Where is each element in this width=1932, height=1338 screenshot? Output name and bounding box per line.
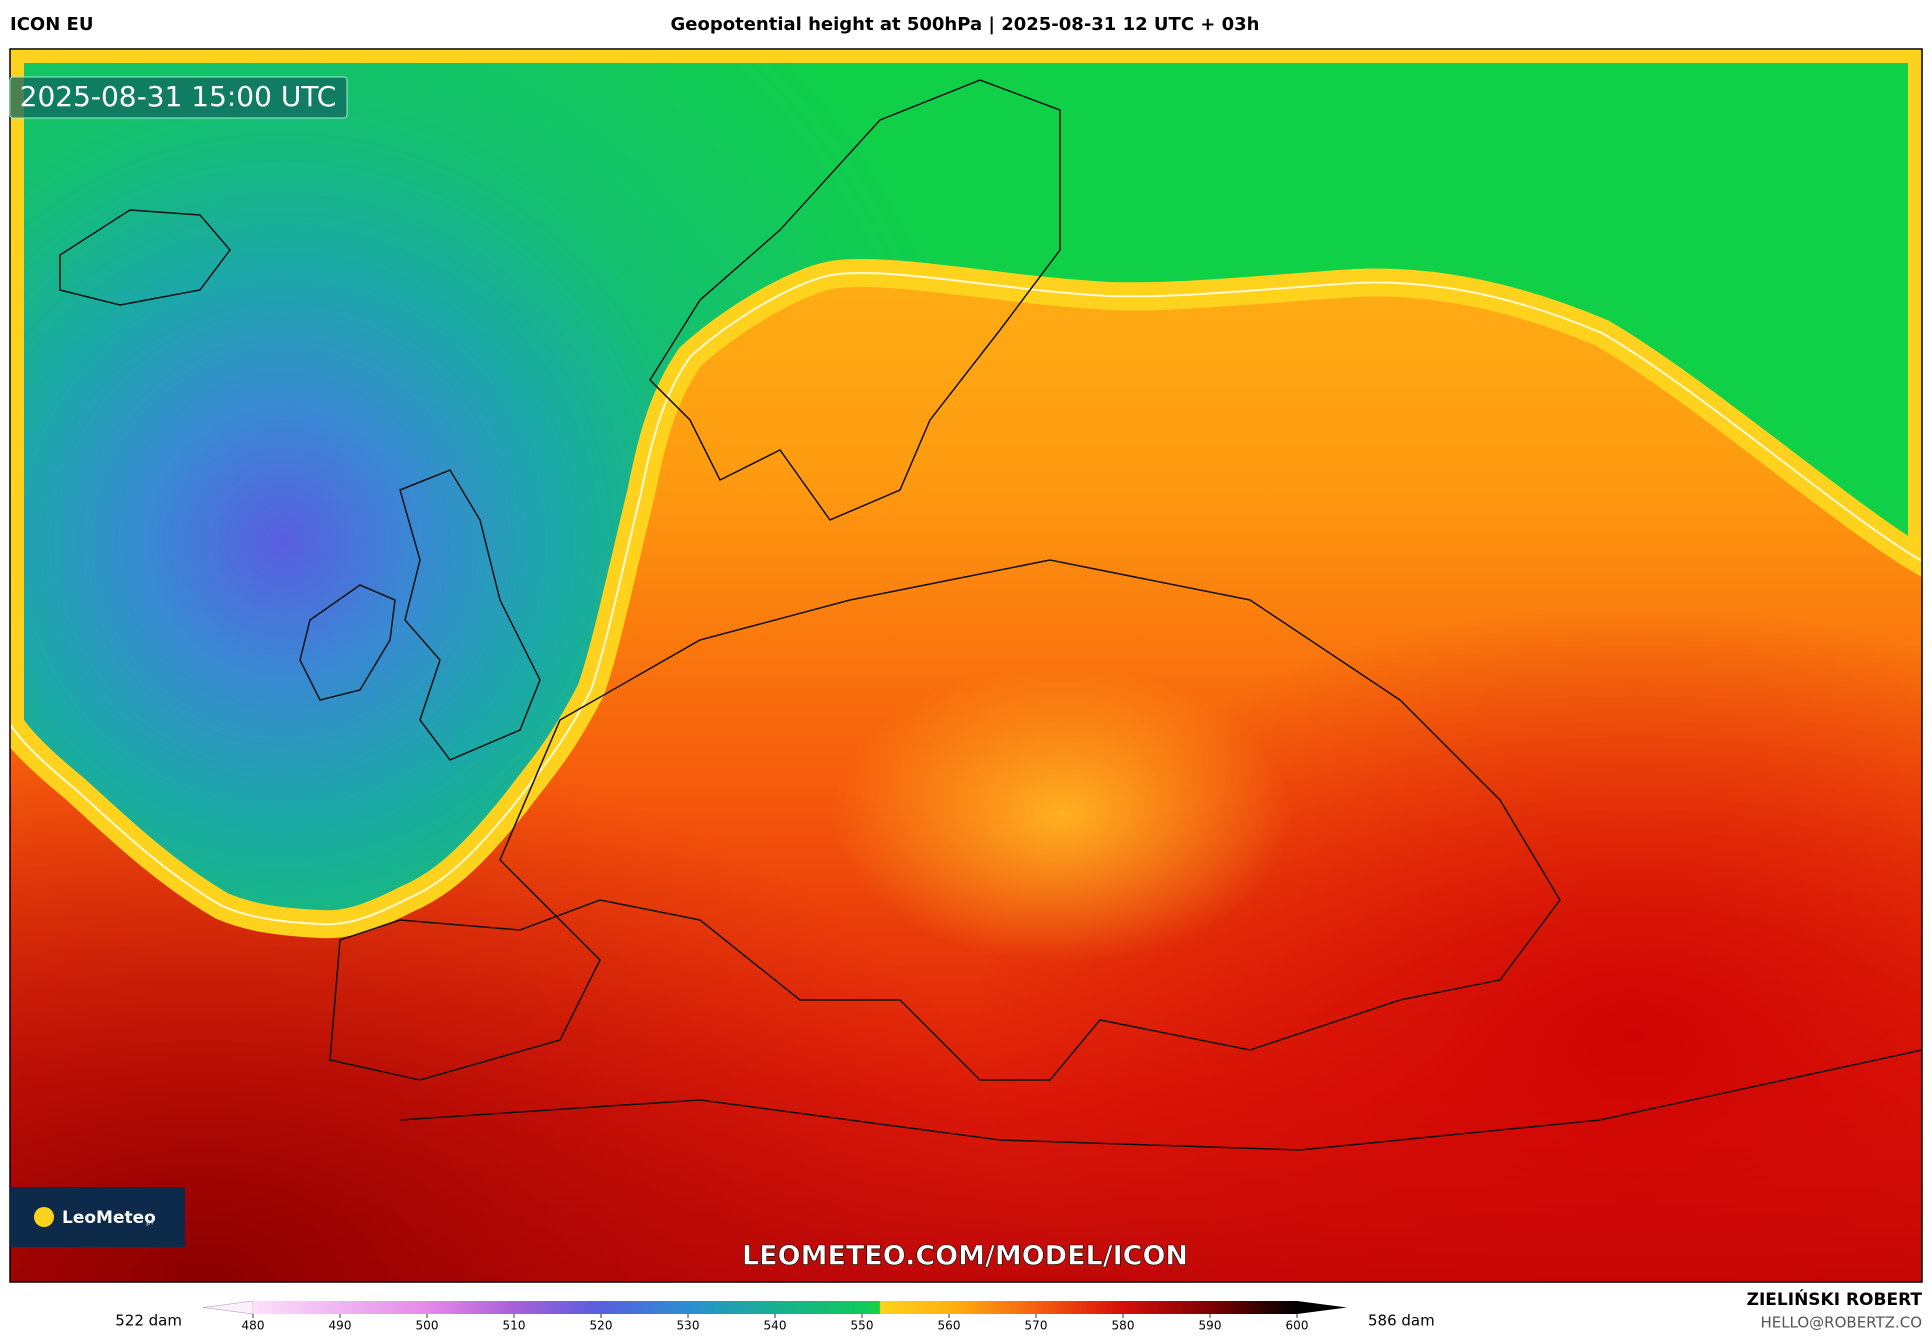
colorbar-tick-label: 560 xyxy=(938,1319,961,1333)
colorbar-tick-label: 580 xyxy=(1112,1319,1135,1333)
colorbar-tick-label: 570 xyxy=(1025,1319,1048,1333)
colorbar-tick-label: 590 xyxy=(1199,1319,1222,1333)
source-url[interactable]: LEOMETEO.COM/MODEL/ICON xyxy=(742,1240,1189,1272)
colorbar-tick-label: 540 xyxy=(764,1319,787,1333)
logo-suffix: pl xyxy=(146,1218,153,1227)
model-name: ICON EU xyxy=(10,14,93,35)
continent xyxy=(329,559,1561,1081)
colorbar-min-label: 522 dam xyxy=(115,1312,182,1330)
colorbar-tick-label: 530 xyxy=(677,1319,700,1333)
africa-coast xyxy=(399,1049,1922,1151)
colorbar-max-label: 586 dam xyxy=(1368,1312,1435,1330)
map-frame xyxy=(9,48,1923,1283)
colorbar-tick-label: 500 xyxy=(416,1319,439,1333)
colorbar: 480 490 500 510 520 530 540 550 560 570 580 590 600 xyxy=(202,1300,1347,1333)
timestamp-box xyxy=(9,76,348,119)
colorbar-ramp xyxy=(253,1301,1297,1314)
email[interactable]: HELLO@ROBERTZ.CO xyxy=(1760,1314,1922,1332)
iceland xyxy=(59,209,231,306)
coastlines xyxy=(59,79,1922,1151)
logo-sun xyxy=(34,1207,54,1227)
map-title: Geopotential height at 500hPa | 2025-08-… xyxy=(670,14,1259,35)
contour-line xyxy=(10,271,1922,926)
logo-text: LeoMeteo xyxy=(62,1208,156,1228)
colorbar-tick-label: 600 xyxy=(1286,1319,1309,1333)
colorbar-tick-label: 490 xyxy=(329,1319,352,1333)
colorbar-tick-label: 480 xyxy=(242,1319,265,1333)
britain xyxy=(399,469,541,761)
author: ZIELIŃSKI ROBERT xyxy=(1747,1288,1923,1310)
ireland xyxy=(299,584,396,701)
colorbar-min-extension xyxy=(202,1300,254,1315)
map xyxy=(10,50,1922,1282)
colorbar-max-extension xyxy=(1297,1301,1347,1314)
colorbar-tick-label: 510 xyxy=(503,1319,526,1333)
timestamp: 2025-08-31 15:00 UTC xyxy=(20,80,337,113)
colorbar-tick-label: 550 xyxy=(851,1319,874,1333)
colorbar-tick-label: 520 xyxy=(590,1319,613,1333)
scandinavia xyxy=(649,79,1061,521)
